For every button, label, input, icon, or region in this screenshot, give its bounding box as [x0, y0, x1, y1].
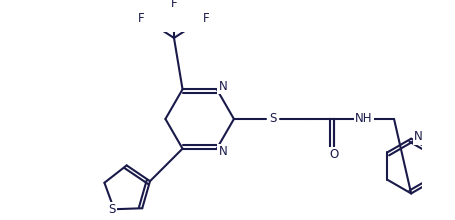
Text: F: F: [171, 0, 177, 10]
Text: N: N: [414, 130, 423, 143]
Text: S: S: [109, 203, 116, 216]
Text: S: S: [269, 112, 276, 125]
Text: F: F: [138, 12, 145, 25]
Text: N: N: [218, 80, 227, 93]
Text: O: O: [329, 148, 339, 161]
Text: F: F: [203, 12, 210, 25]
Text: NH: NH: [355, 112, 373, 125]
Text: N: N: [218, 145, 227, 158]
